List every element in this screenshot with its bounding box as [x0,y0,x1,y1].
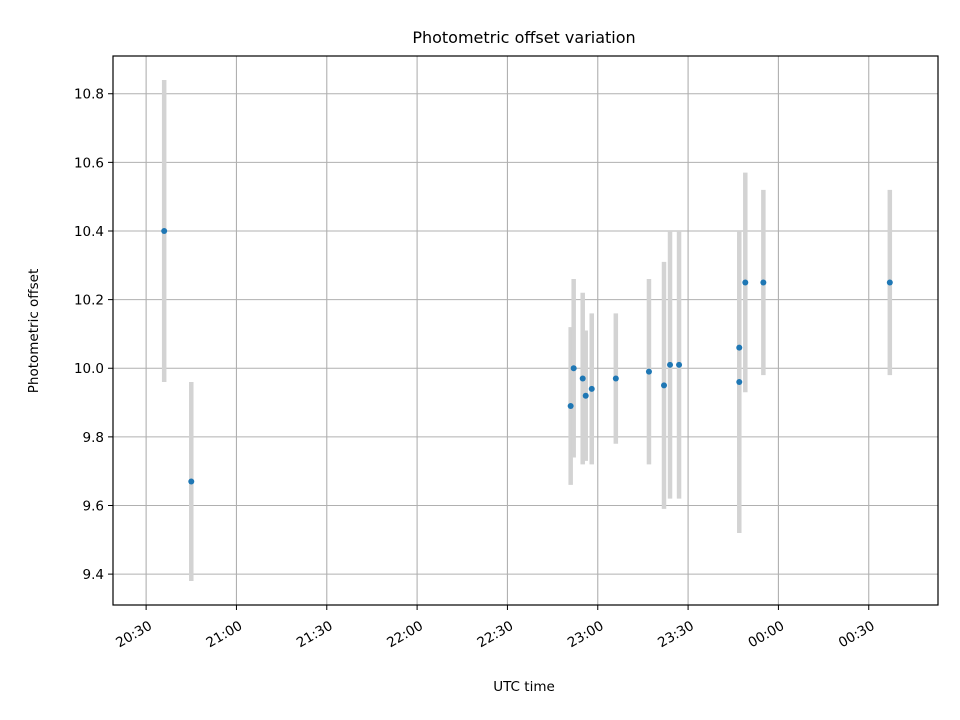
x-axis-label: UTC time [493,679,555,695]
plot-frame [112,55,939,606]
data-point [742,279,749,286]
grid-layer [113,56,938,605]
data-point [567,402,574,409]
y-tick-label: 10.2 [74,293,104,309]
data-point [645,368,652,375]
data-point [667,361,674,368]
point-layer [161,227,893,485]
data-point [736,344,743,351]
y-tick-label: 10.8 [74,87,104,103]
data-point [661,382,668,389]
data-point [886,279,893,286]
y-axis-label: Photometric offset [26,269,42,393]
data-point [188,478,195,485]
data-point [676,361,683,368]
y-tick-label: 10.4 [74,224,104,240]
data-point [736,378,743,385]
data-point [570,365,577,372]
data-point [161,227,168,234]
data-point [760,279,767,286]
data-point [579,375,586,382]
data-point [588,385,595,392]
data-point [582,392,589,399]
y-tick-label: 10.6 [74,155,104,171]
chart-title: Photometric offset variation [412,28,635,47]
y-tick-label: 9.8 [83,430,104,446]
y-tick-label: 9.4 [83,567,104,583]
y-tick-label: 10.0 [74,361,104,377]
data-point [612,375,619,382]
y-tick-label: 9.6 [83,498,104,514]
